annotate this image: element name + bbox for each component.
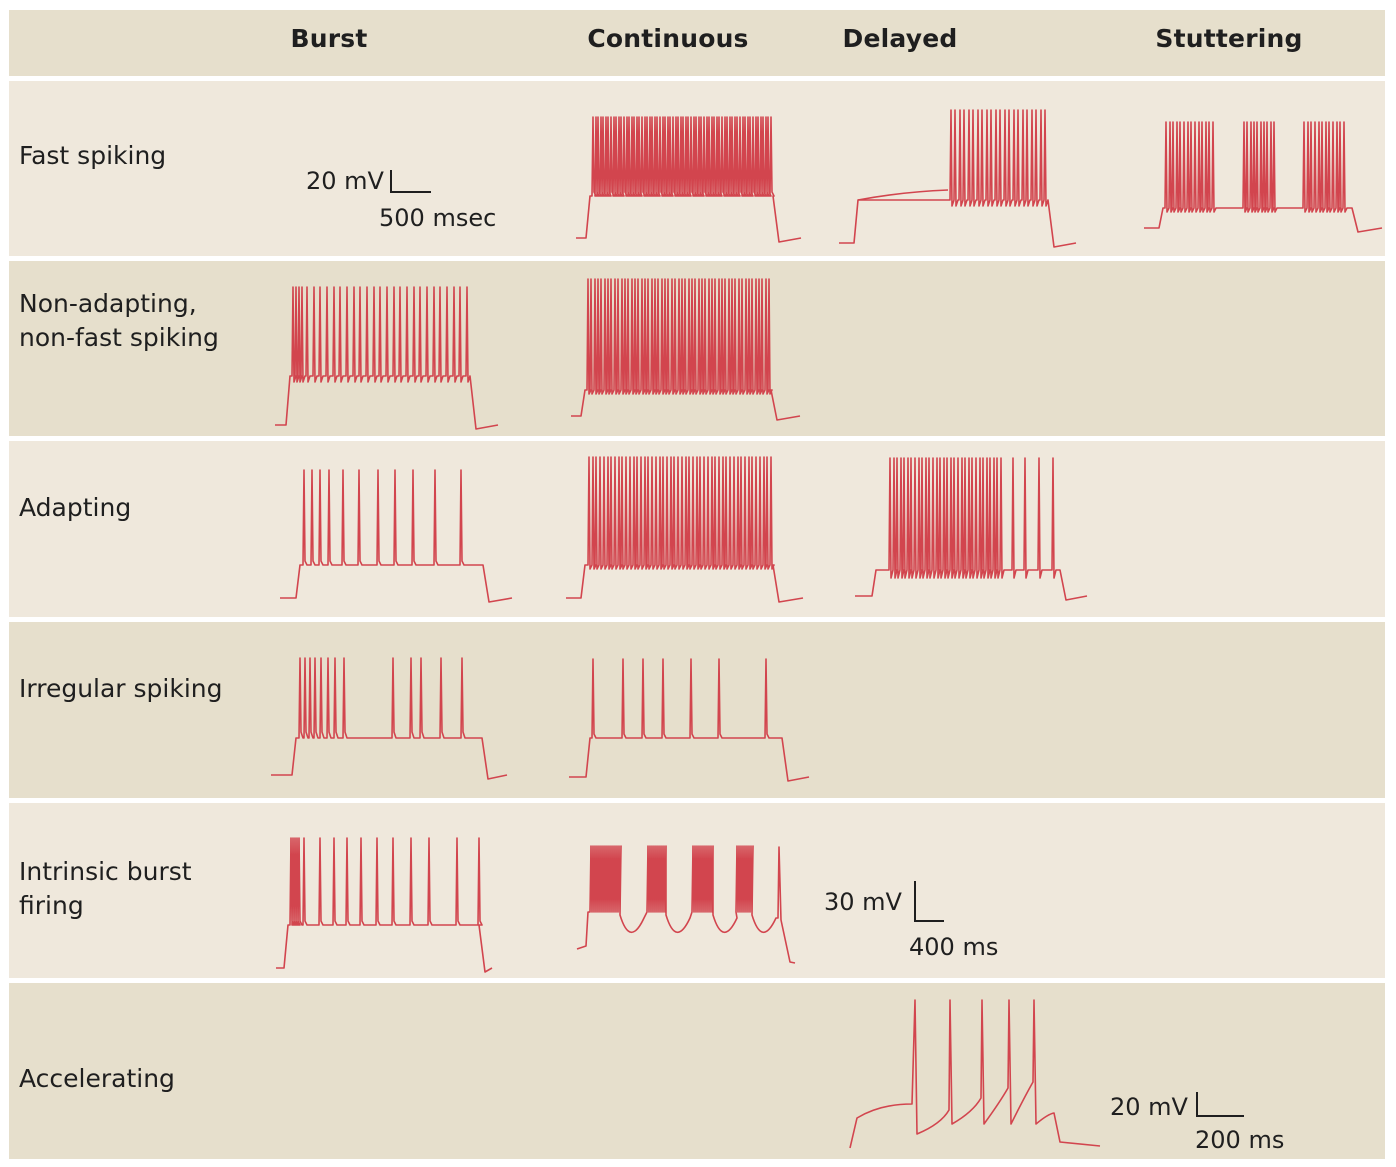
column-header-stuttering: Stuttering <box>1155 24 1303 53</box>
header-band <box>9 10 1385 76</box>
row-band-non-adapting <box>9 261 1385 436</box>
row-label-intrinsic-burst: Intrinsic burst firing <box>19 857 192 920</box>
trace-non-adapting-burst <box>275 286 499 430</box>
scale-bar-bottom: 20 mV 200 ms <box>1110 1092 1284 1154</box>
scale-bar-bottom-time: 200 ms <box>1195 1126 1284 1154</box>
trace-intrinsic-burst-burst <box>276 837 493 973</box>
trace-irregular-continuous <box>569 658 810 782</box>
row-label-non-adapting: Non-adapting, non-fast spiking <box>19 289 219 352</box>
column-header-delayed: Delayed <box>842 24 958 53</box>
column-header-burst: Burst <box>290 24 368 53</box>
trace-fast-spiking-delayed-ramp <box>857 189 949 201</box>
trace-accelerating-delayed <box>849 999 1101 1149</box>
trace-fast-spiking-delayed <box>839 109 1077 248</box>
row-label-adapting: Adapting <box>19 493 132 522</box>
row-label-accelerating: Accelerating <box>19 1064 175 1093</box>
trace-fast-spiking-stuttering <box>1144 121 1383 233</box>
scale-bar-bottom-voltage: 20 mV <box>1110 1093 1189 1121</box>
row-band-accelerating <box>9 983 1385 1159</box>
trace-adapting-burst <box>280 469 513 603</box>
scale-bar-top: 20 mV 500 msec <box>306 167 496 232</box>
trace-intrinsic-burst-continuous <box>576 845 796 964</box>
row-band-irregular-spiking <box>9 622 1385 798</box>
column-header-continuous: Continuous <box>587 24 749 53</box>
trace-fast-spiking-continuous <box>576 116 802 243</box>
scale-bar-middle-voltage: 30 mV <box>824 888 903 916</box>
scale-bar-top-voltage: 20 mV <box>306 167 385 195</box>
scale-bar-middle-time: 400 ms <box>909 933 998 961</box>
trace-irregular-burst <box>271 657 508 780</box>
scale-bar-middle: 30 mV 400 ms <box>824 881 998 961</box>
trace-non-adapting-continuous <box>571 278 801 421</box>
row-label-irregular-spiking: Irregular spiking <box>19 674 223 703</box>
row-label-fast-spiking: Fast spiking <box>19 141 167 170</box>
trace-adapting-continuous <box>566 456 804 603</box>
scale-bar-top-time: 500 msec <box>379 204 496 232</box>
trace-adapting-delayed <box>855 457 1088 601</box>
